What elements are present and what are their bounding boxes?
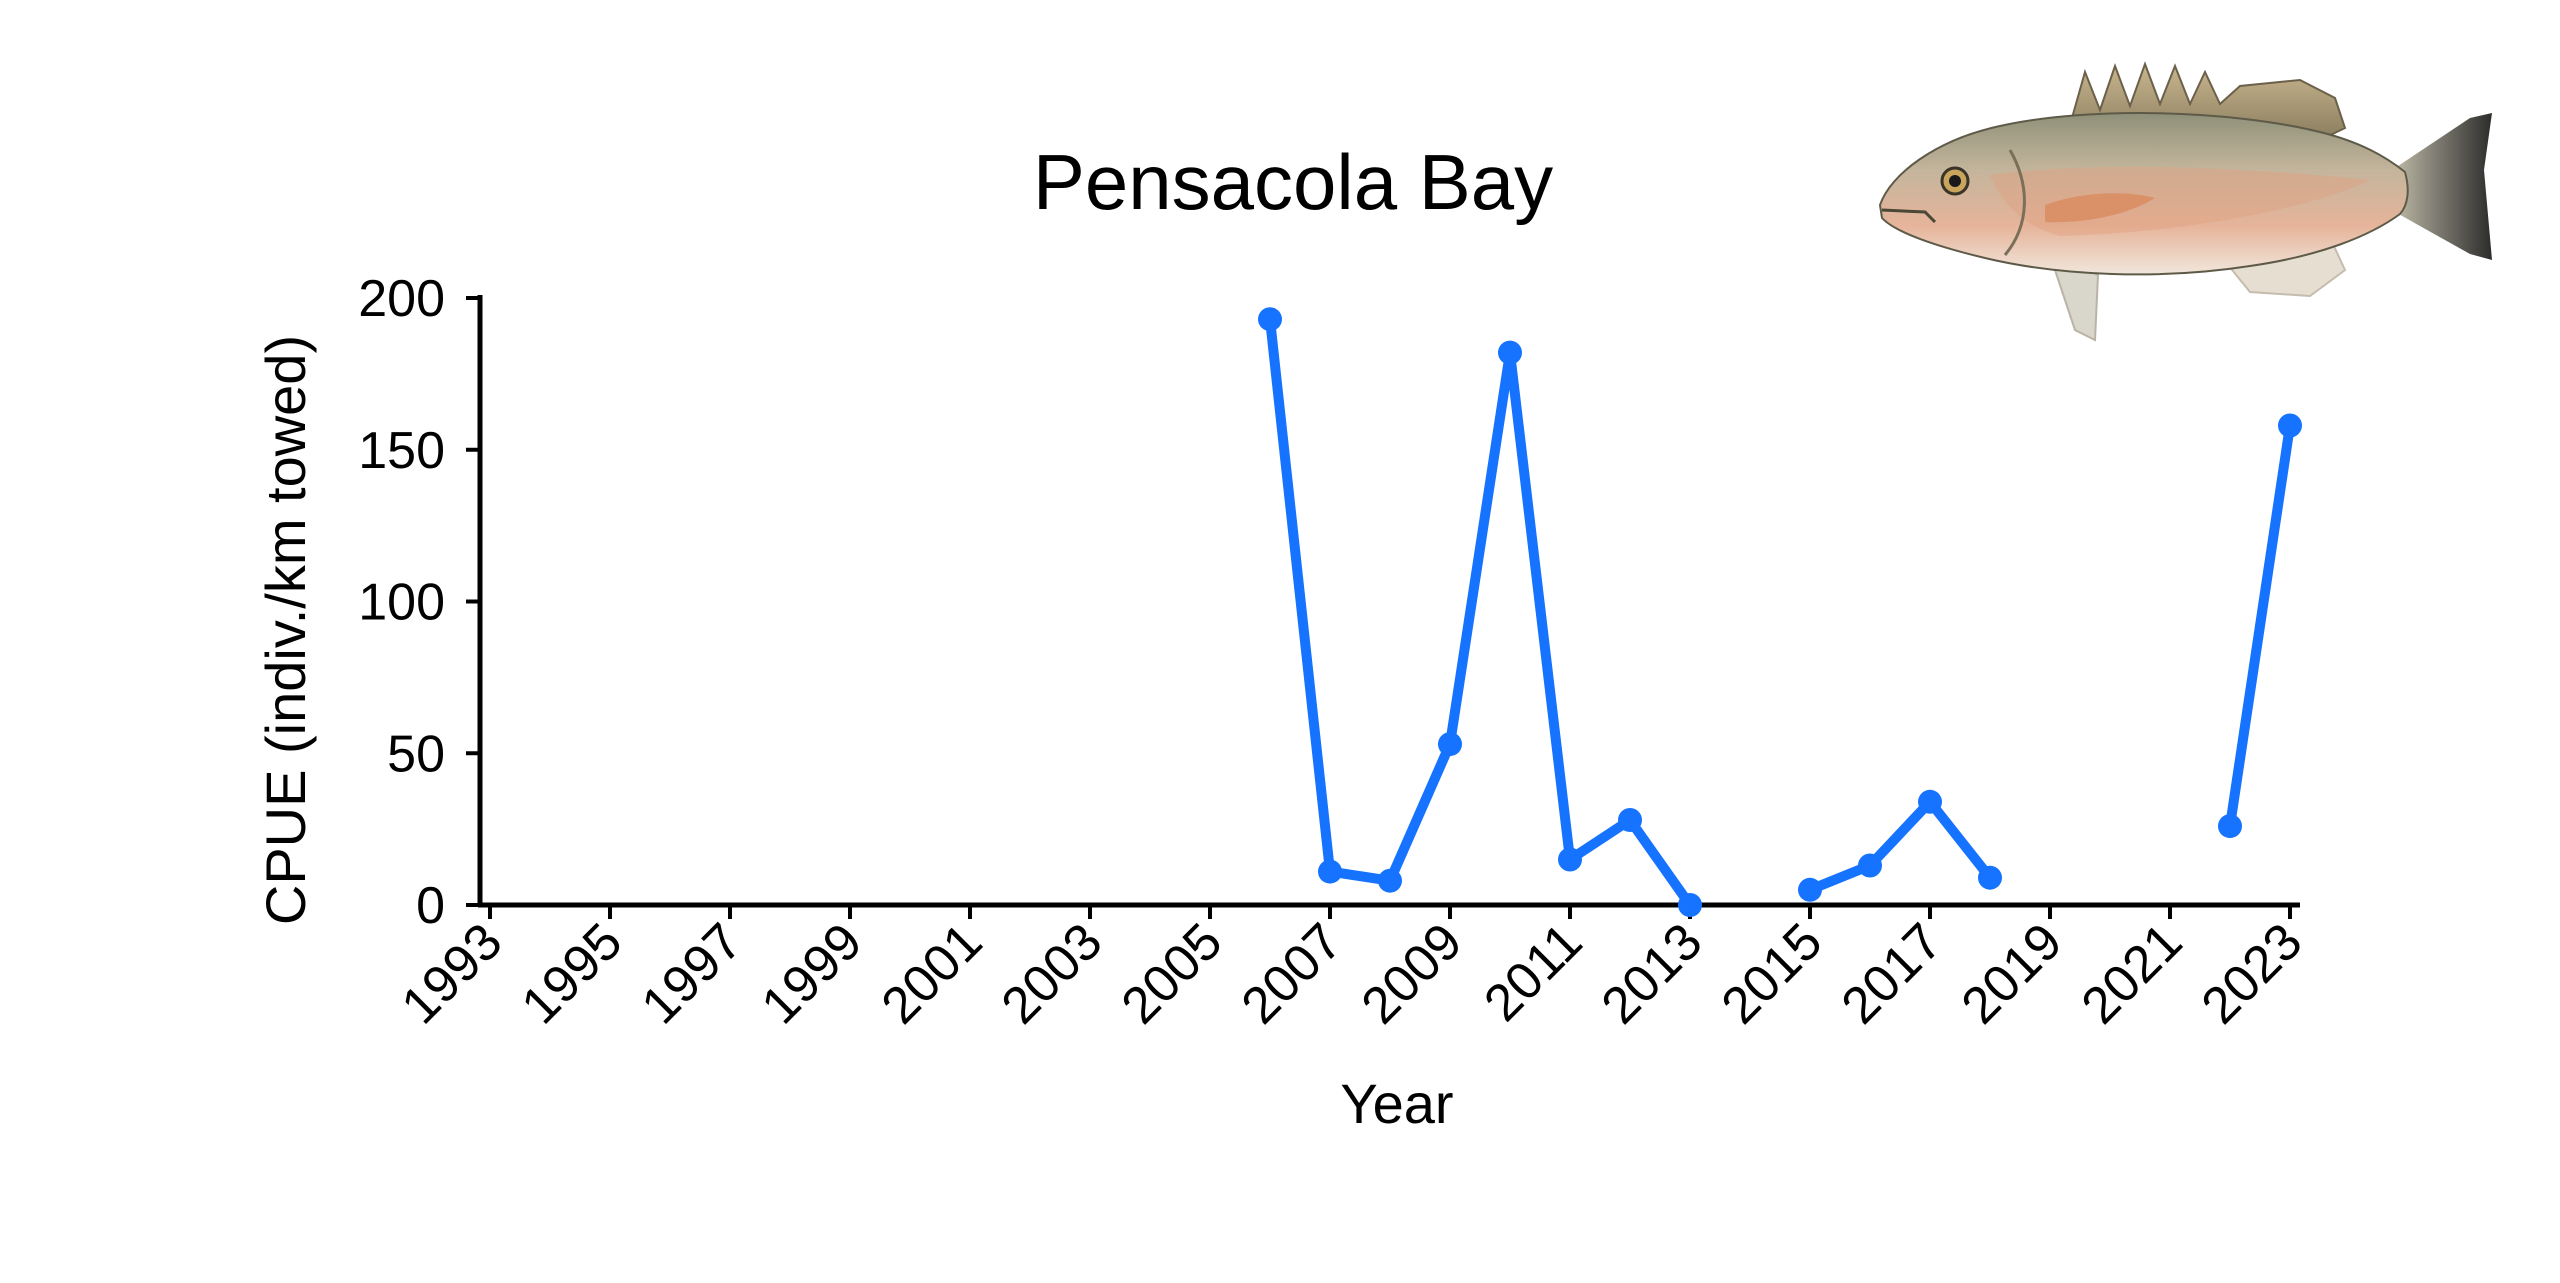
y-tick-label: 100 bbox=[358, 574, 445, 632]
x-tick-label: 2017 bbox=[1831, 912, 1954, 1035]
x-tick-label: 2005 bbox=[1111, 912, 1234, 1035]
x-tick-label: 2009 bbox=[1351, 912, 1474, 1035]
data-point bbox=[1918, 789, 1942, 814]
x-axis-title: Year bbox=[1340, 1072, 1453, 1135]
y-axis-title: CPUE (indiv./km towed) bbox=[254, 335, 317, 925]
axes bbox=[477, 295, 2300, 908]
data-point bbox=[2278, 413, 2302, 438]
series-line-segment bbox=[1805, 796, 1995, 895]
y-tick-label: 50 bbox=[387, 725, 445, 783]
data-point bbox=[1498, 340, 1522, 365]
x-tick-label: 2019 bbox=[1951, 912, 2074, 1035]
data-point bbox=[2218, 814, 2242, 839]
data-point bbox=[1318, 859, 1342, 884]
data-point bbox=[1438, 732, 1462, 757]
data-point bbox=[1558, 847, 1582, 872]
data-point bbox=[1378, 868, 1402, 893]
data-point bbox=[1678, 893, 1702, 917]
x-tick-label: 1999 bbox=[751, 912, 874, 1035]
mutton-snapper-fish-icon bbox=[1878, 61, 2492, 342]
x-tick-label: 2013 bbox=[1591, 912, 1714, 1035]
x-tick-label: 2015 bbox=[1711, 912, 1834, 1035]
y-tick-label: 200 bbox=[358, 270, 445, 328]
plot-area bbox=[1258, 307, 2302, 917]
data-point bbox=[1258, 307, 1282, 332]
x-tick-label: 2023 bbox=[2191, 912, 2314, 1035]
x-tick-label: 2007 bbox=[1231, 912, 1354, 1035]
y-tick-label: 0 bbox=[416, 877, 445, 935]
x-tick-label: 1993 bbox=[391, 912, 514, 1035]
x-tick-label: 2011 bbox=[1473, 912, 1593, 1032]
x-tick-label: 2003 bbox=[991, 912, 1114, 1035]
x-tick-label: 2021 bbox=[2071, 912, 2194, 1035]
data-point bbox=[1978, 865, 2002, 890]
x-tick-label: 1997 bbox=[631, 912, 754, 1035]
x-tick-label: 2001 bbox=[871, 912, 994, 1035]
series-line-segment bbox=[2225, 420, 2295, 832]
y-ticks: 0 50 100 150 200 bbox=[358, 270, 480, 935]
chart-title: Pensacola Bay bbox=[1033, 138, 1553, 226]
data-point bbox=[1798, 877, 1822, 902]
x-tick-label: 1995 bbox=[511, 912, 634, 1035]
data-point bbox=[1858, 853, 1882, 878]
data-point bbox=[1618, 808, 1642, 832]
y-tick-label: 150 bbox=[358, 422, 445, 480]
